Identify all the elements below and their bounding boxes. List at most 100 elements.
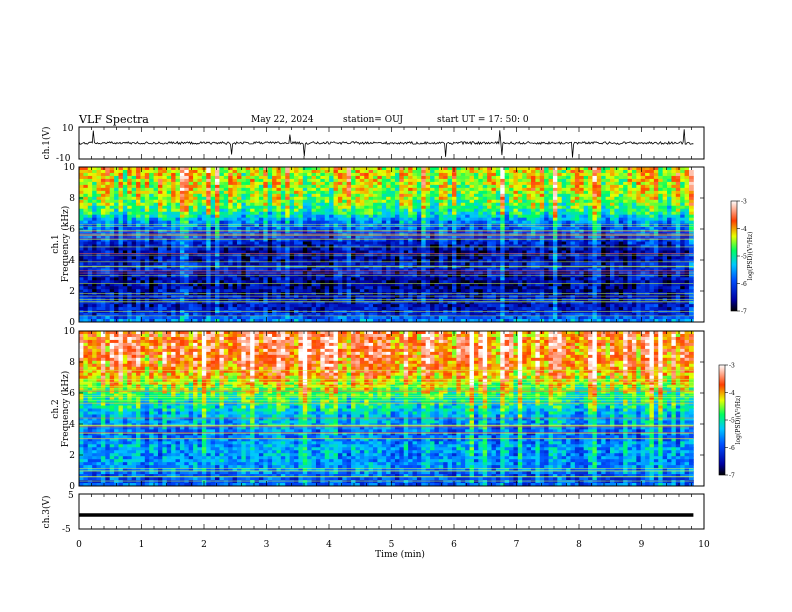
- spectrogram-cell: [315, 199, 321, 204]
- spectrogram-cell: [473, 223, 479, 228]
- spectrogram-cell: [377, 289, 383, 293]
- spectrogram-cell: [394, 217, 400, 222]
- spectrogram-cell: [206, 172, 212, 177]
- spectrogram-cell: [188, 313, 194, 317]
- spectrogram-cell: [294, 196, 299, 201]
- spectrogram-cell: [368, 256, 374, 260]
- spectrogram-cell: [416, 184, 422, 189]
- spectrogram-cell: [127, 178, 133, 183]
- spectrogram-cell: [443, 268, 449, 272]
- spectrogram-cell: [79, 304, 84, 308]
- spectrogram-cell: [294, 277, 299, 281]
- spectrogram-cell: [149, 316, 154, 320]
- spectrogram-cell: [122, 214, 128, 219]
- spectrogram-cell: [179, 304, 185, 308]
- spectrogram-cell: [302, 289, 308, 293]
- spectrogram-cell: [193, 172, 198, 177]
- spectrogram-cell: [206, 268, 212, 272]
- spectrogram-cell: [434, 232, 440, 236]
- spectrogram-cell: [381, 217, 387, 222]
- spectrogram-cell: [127, 277, 133, 281]
- spectrogram-cell: [228, 238, 233, 242]
- spectrogram-cell: [201, 268, 207, 272]
- spectrogram-cell: [390, 178, 396, 183]
- spectrogram-cell: [359, 172, 365, 177]
- spectrogram-cell: [223, 217, 229, 222]
- spectrogram-cell: [118, 316, 124, 320]
- spectrogram-cell: [351, 175, 356, 180]
- spectrogram-cell: [83, 220, 89, 225]
- figure-title: VLF Spectra: [78, 113, 149, 126]
- spectrogram-cell: [438, 289, 444, 293]
- spectrogram-cell: [206, 235, 212, 239]
- spectrogram-cell: [144, 196, 150, 201]
- spectrogram-cell: [258, 256, 264, 260]
- spectrogram-cell: [272, 262, 277, 266]
- spectrogram-cell: [223, 241, 229, 245]
- spectrogram-cell: [280, 304, 286, 308]
- spectrogram-cell: [456, 280, 462, 284]
- spectrogram-cell: [456, 247, 462, 251]
- spectrogram-cell: [355, 301, 361, 305]
- spectrogram-cell: [403, 301, 409, 305]
- spectrogram-cell: [460, 238, 466, 242]
- spectrogram-cell: [280, 310, 286, 314]
- spectrogram-cell: [386, 301, 391, 305]
- spectrogram-cell: [201, 178, 207, 183]
- spectrogram-cell: [355, 235, 361, 239]
- spectrogram-cell: [294, 286, 299, 290]
- spectrogram-cell: [425, 259, 431, 263]
- spectrogram-cell: [162, 280, 168, 284]
- spectrogram-cell: [469, 199, 475, 204]
- spectrogram-cell: [482, 175, 488, 180]
- spectrogram-cell: [421, 244, 427, 248]
- spectrogram-cell: [346, 208, 352, 213]
- spectrogram-cell: [447, 187, 453, 192]
- spectrogram-cell: [333, 202, 339, 207]
- spectrogram-cell: [215, 184, 220, 189]
- spectrogram-cell: [329, 202, 334, 207]
- spectrogram-cell: [92, 214, 97, 219]
- spectrogram-cell: [276, 280, 282, 284]
- spectrogram-cell: [263, 280, 269, 284]
- spectrogram-cell: [149, 307, 154, 311]
- spectrogram-cell: [157, 241, 163, 245]
- spectrogram-cell: [223, 259, 229, 263]
- spectrogram-cell: [179, 217, 185, 222]
- spectrogram-cell: [263, 175, 269, 180]
- spectrogram-cell: [258, 175, 264, 180]
- spectrogram-cell: [206, 316, 212, 320]
- spectrogram-cell: [245, 250, 251, 254]
- spectrogram-cell: [232, 187, 238, 192]
- spectrogram-cell: [390, 223, 396, 228]
- spectrogram-cell: [105, 214, 111, 219]
- spectrogram-cell: [315, 208, 321, 213]
- spectrogram-cell: [254, 193, 260, 198]
- spectrogram-cell: [386, 280, 391, 284]
- spectrogram-cell: [320, 241, 326, 245]
- spectrogram-cell: [206, 280, 212, 284]
- spectrogram-cell: [179, 208, 185, 213]
- spectrogram-cell: [245, 277, 251, 281]
- spectrogram-cell: [324, 235, 330, 239]
- spectrogram-cell: [416, 262, 422, 266]
- spectrogram-cell: [311, 205, 317, 210]
- spectrogram-cell: [487, 211, 492, 216]
- spectrogram-cell: [105, 169, 111, 174]
- spectrogram-cell: [478, 190, 484, 195]
- spectrogram-cell: [394, 167, 400, 171]
- spectrogram-cell: [377, 193, 383, 198]
- spectrogram-cell: [289, 286, 295, 290]
- spectrogram-cell: [96, 307, 102, 311]
- spectrogram-cell: [162, 268, 168, 272]
- spectrogram-cell: [223, 277, 229, 281]
- spectrogram-cell: [157, 169, 163, 174]
- spectrogram-cell: [171, 208, 176, 213]
- spectrogram-cell: [469, 196, 475, 201]
- spectrogram-cell: [386, 238, 391, 242]
- spectrogram-cell: [254, 310, 260, 314]
- spectrogram-cell: [473, 301, 479, 305]
- spectrogram-cell: [478, 313, 484, 317]
- spectrogram-cell: [149, 286, 154, 290]
- spectrogram-cell: [315, 172, 321, 177]
